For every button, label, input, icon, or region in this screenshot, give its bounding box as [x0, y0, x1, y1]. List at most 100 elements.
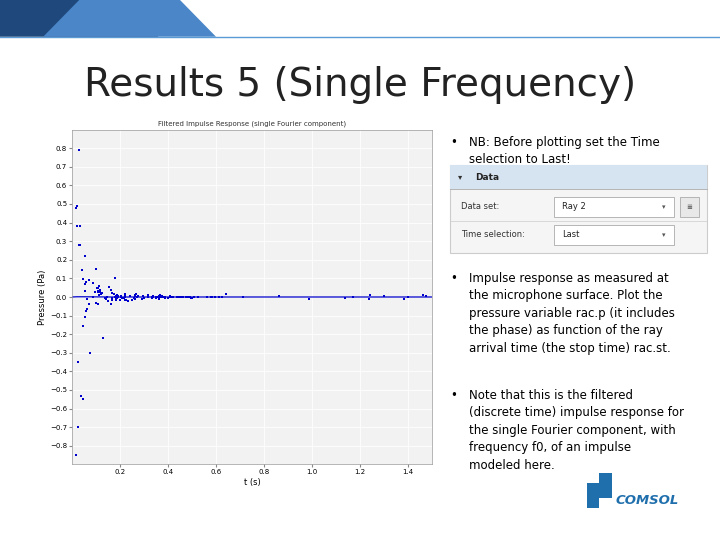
Point: [402, 293, 413, 301]
Point: [174, 293, 185, 301]
Point: [126, 295, 138, 304]
Point: [167, 293, 179, 301]
Point: [119, 295, 130, 304]
Point: [76, 266, 88, 275]
Text: NB: Before plotting set the Time
selection to Last!: NB: Before plotting set the Time selecti…: [469, 136, 660, 166]
Point: [238, 293, 249, 302]
Point: [163, 293, 174, 302]
Point: [339, 293, 351, 302]
Point: [71, 222, 83, 231]
Point: [80, 313, 91, 321]
Point: [96, 289, 107, 298]
Point: [210, 293, 221, 301]
Point: [92, 287, 104, 295]
Point: [138, 292, 149, 301]
Point: [176, 293, 188, 301]
Point: [174, 292, 185, 301]
Point: [216, 293, 228, 301]
Point: [129, 291, 140, 300]
Point: [83, 275, 94, 284]
Point: [150, 293, 162, 302]
Point: [171, 293, 183, 301]
Bar: [450, 165, 707, 189]
Point: [156, 292, 167, 300]
Text: ▾: ▾: [662, 204, 665, 210]
Point: [420, 292, 431, 301]
Point: [164, 292, 176, 300]
Point: [160, 293, 171, 301]
Point: [210, 293, 221, 301]
Point: [80, 307, 91, 316]
Point: [378, 292, 390, 300]
Point: [364, 295, 375, 303]
Point: [105, 285, 117, 294]
Point: [105, 300, 117, 309]
Point: [102, 296, 114, 305]
Point: [153, 294, 165, 303]
Polygon shape: [43, 0, 216, 37]
Point: [159, 294, 171, 302]
Point: [78, 274, 89, 283]
Point: [106, 288, 117, 297]
Text: COMSOL: COMSOL: [616, 494, 679, 507]
Polygon shape: [0, 0, 158, 37]
Point: [109, 274, 121, 283]
Point: [97, 334, 109, 342]
Point: [72, 201, 84, 210]
Y-axis label: Pressure (Pa): Pressure (Pa): [38, 269, 48, 325]
Point: [83, 300, 94, 309]
Point: [93, 284, 104, 292]
Point: [73, 241, 85, 249]
Text: Time selection:: Time selection:: [461, 230, 525, 239]
Point: [130, 294, 141, 303]
Point: [157, 293, 168, 302]
Point: [119, 291, 130, 299]
Point: [79, 252, 91, 260]
Point: [205, 293, 217, 302]
Point: [201, 293, 212, 301]
Point: [108, 289, 120, 298]
Point: [125, 292, 136, 300]
Point: [142, 293, 153, 301]
Text: •: •: [450, 272, 457, 285]
Point: [81, 278, 92, 286]
Text: Results 5 (Single Frequency): Results 5 (Single Frequency): [84, 66, 636, 104]
Point: [94, 287, 105, 296]
Point: [143, 291, 154, 299]
Point: [154, 291, 166, 300]
Point: [132, 292, 144, 300]
Point: [131, 293, 143, 301]
Point: [71, 451, 82, 460]
Point: [90, 287, 102, 296]
Point: [75, 241, 86, 249]
Point: [130, 290, 142, 299]
Point: [153, 295, 165, 303]
Point: [109, 293, 121, 301]
Point: [115, 292, 127, 300]
Point: [87, 292, 99, 301]
Point: [91, 284, 102, 292]
Point: [188, 292, 199, 301]
Point: [156, 292, 168, 300]
Point: [79, 280, 91, 289]
Point: [184, 293, 196, 301]
Point: [102, 293, 113, 301]
Point: [164, 293, 176, 302]
Point: [112, 291, 123, 300]
Point: [111, 292, 122, 300]
Point: [154, 293, 166, 301]
Point: [182, 293, 194, 301]
Point: [106, 295, 117, 304]
Point: [94, 286, 106, 294]
Point: [93, 300, 104, 308]
Point: [77, 395, 89, 403]
Point: [87, 279, 99, 288]
Bar: [680, 197, 699, 217]
Point: [153, 292, 165, 300]
Bar: [554, 225, 675, 245]
Point: [119, 290, 130, 299]
Bar: [587, 483, 599, 508]
Point: [364, 291, 375, 299]
Point: [153, 293, 164, 301]
Text: ≣: ≣: [687, 204, 693, 210]
